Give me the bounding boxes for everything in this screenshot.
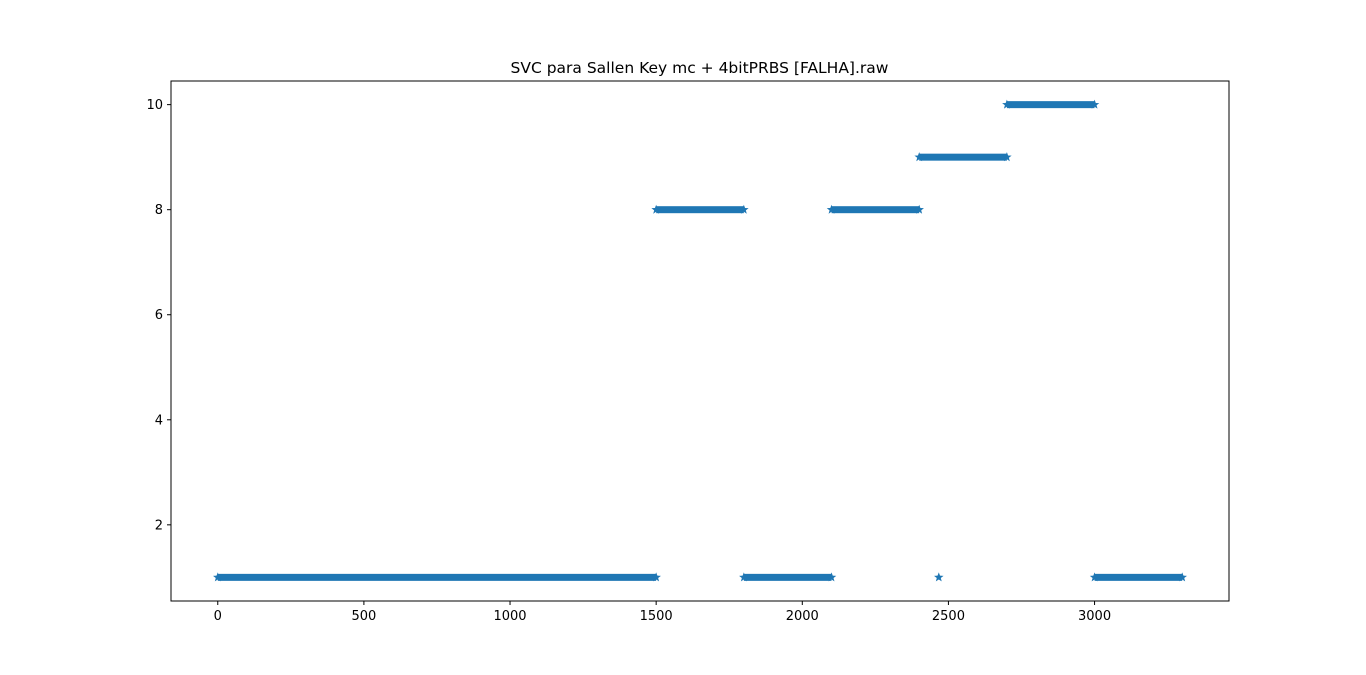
star-marker <box>651 572 661 582</box>
x-tick-label: 500 <box>351 609 376 624</box>
y-tick-label: 10 <box>146 98 163 113</box>
marker-run-body <box>1006 101 1095 109</box>
star-marker <box>651 204 661 214</box>
star-marker <box>914 204 924 214</box>
star-marker <box>1089 572 1100 582</box>
x-tick-label: 2500 <box>932 609 965 624</box>
star-marker <box>1089 99 1100 109</box>
marker-run <box>1002 99 1100 109</box>
marker-run <box>739 572 837 582</box>
y-axis: 2 4 6 8 10 <box>146 98 171 533</box>
marker-run <box>213 572 661 582</box>
x-axis: 0 500 1000 1500 2000 2500 3000 <box>214 601 1111 624</box>
plot-frame <box>170 80 1230 602</box>
marker-run-body <box>831 206 920 214</box>
star-marker <box>1002 152 1012 162</box>
x-tick-label: 1000 <box>493 609 526 624</box>
marker-run-body <box>217 573 657 581</box>
y-tick-label: 2 <box>155 518 163 533</box>
marker-run <box>914 152 1012 162</box>
y-tick-label: 8 <box>155 203 163 218</box>
scatter-series <box>213 99 1187 582</box>
y-tick-label: 6 <box>155 308 163 323</box>
star-marker <box>213 572 223 582</box>
marker-run <box>826 204 924 214</box>
star-marker <box>914 152 924 162</box>
star-marker <box>826 572 837 582</box>
marker-run-body <box>919 153 1007 161</box>
star-marker <box>739 572 749 582</box>
star-marker <box>739 204 749 214</box>
x-tick-label: 2000 <box>786 609 819 624</box>
star-marker <box>934 572 944 582</box>
marker-run-body <box>656 206 744 214</box>
chart-title: SVC para Sallen Key mc + 4bitPRBS [FALHA… <box>511 59 889 77</box>
marker-run-body <box>1094 573 1183 581</box>
star-marker <box>1177 572 1187 582</box>
marker-run <box>1089 572 1187 582</box>
marker-run <box>651 204 749 214</box>
star-marker <box>826 204 837 214</box>
x-tick-label: 0 <box>214 609 222 624</box>
y-tick-label: 4 <box>155 413 163 428</box>
marker-run-body <box>743 573 832 581</box>
star-marker <box>1002 99 1012 109</box>
x-tick-label: 1500 <box>640 609 673 624</box>
x-tick-label: 3000 <box>1078 609 1111 624</box>
